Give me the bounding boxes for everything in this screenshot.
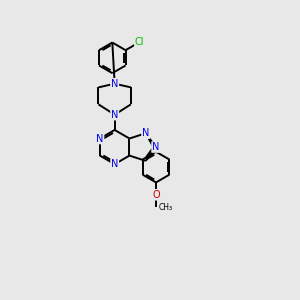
Text: N: N bbox=[142, 128, 149, 138]
Text: N: N bbox=[111, 79, 118, 89]
Text: Cl: Cl bbox=[135, 37, 144, 47]
Text: O: O bbox=[152, 190, 160, 200]
Text: N: N bbox=[96, 134, 103, 143]
Text: N: N bbox=[152, 142, 159, 152]
Text: CH₃: CH₃ bbox=[158, 203, 172, 212]
Text: N: N bbox=[111, 159, 118, 169]
Text: N: N bbox=[111, 110, 118, 120]
